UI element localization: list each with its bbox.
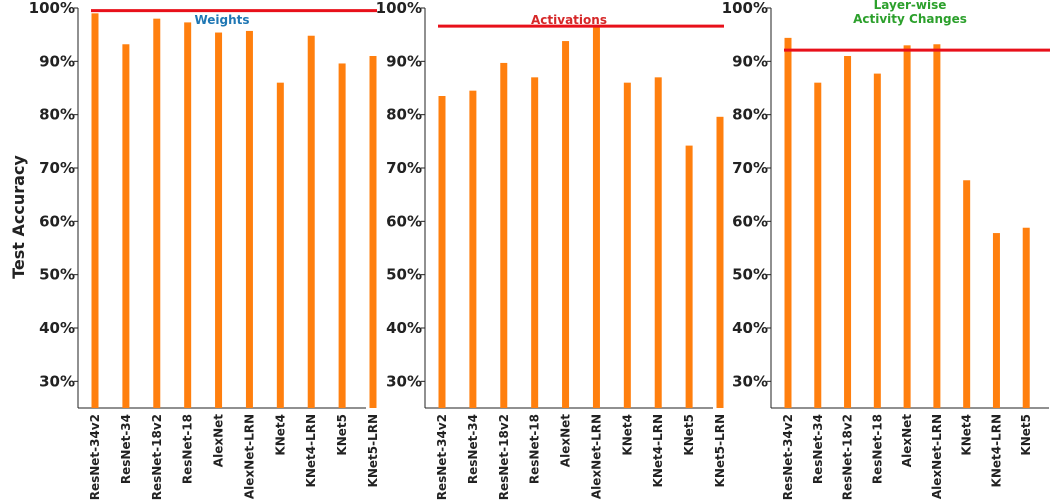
x-tick-label: KNet5 [682, 414, 696, 456]
bar-knet4 [276, 82, 284, 409]
bar-alexnet [562, 41, 570, 409]
x-tick-label: AlexNet-LRN [242, 414, 256, 499]
x-tick-label: KNet4-LRN [651, 414, 665, 487]
bar-knet4-lrn [654, 77, 662, 408]
bar-resnet-18v2 [844, 56, 852, 408]
bar-knet5-lrn [369, 56, 377, 408]
y-tick-label: 50% [39, 266, 75, 284]
chart-panel-1: 30% 40% 50% 60% 70% 80% 90% 100% ResNet-34v2 ResN… [29, 0, 380, 500]
x-tick-label: ResNet-34v2 [88, 414, 102, 500]
x-tick-label: KNet5-LRN [366, 414, 380, 487]
bar-knet4 [623, 82, 631, 409]
bar-resnet-34v2 [91, 13, 99, 408]
bar-resnet-18 [531, 77, 539, 408]
y-tick-label: 60% [386, 212, 422, 230]
y-tick-label: 80% [39, 106, 75, 124]
x-tick-label: ResNet-18 [528, 414, 542, 484]
y-tick-label: 30% [386, 372, 422, 390]
bar-resnet-18 [184, 22, 192, 409]
x-tick-label: KNet4-LRN [989, 414, 1003, 487]
y-tick-label: 90% [732, 52, 768, 70]
y-tick-label: 70% [732, 159, 768, 177]
x-tick-label: ResNet-34v2 [435, 414, 449, 500]
x-tick-label: AlexNet-LRN [589, 414, 603, 499]
x-tick-label: ResNet-34 [466, 414, 480, 484]
y-tick-label: 90% [39, 52, 75, 70]
y-tick-label: 100% [376, 0, 422, 17]
panels: 30% 40% 50% 60% 70% 80% 90% 100% ResNet-34v2 ResN… [29, 0, 1050, 500]
bar-alexnet-lrn [933, 44, 941, 409]
y-axis-title: Test Accuracy [9, 155, 28, 279]
bar-resnet-34 [122, 44, 130, 409]
y-tick-label: 30% [732, 372, 768, 390]
bar-resnet-18v2 [153, 18, 161, 409]
x-tick-label: ResNet-18v2 [841, 414, 855, 500]
bar-alexnet-lrn [592, 25, 600, 409]
chart-panel-3: 30% 40% 50% 60% 70% 80% 90% 100% ResNet-34v2 ResN… [722, 0, 1050, 500]
bar-alexnet [215, 32, 223, 409]
bar-knet4-lrn [307, 35, 315, 408]
x-tick-label: ResNet-34 [811, 414, 825, 484]
bar-knet5 [1022, 227, 1030, 408]
x-tick-label: ResNet-18 [181, 414, 195, 484]
x-tick-label: KNet4 [620, 414, 634, 456]
bar-resnet-34v2 [784, 37, 792, 408]
y-tick-label: 60% [39, 212, 75, 230]
bar-resnet-34 [469, 90, 477, 409]
bar-alexnet [903, 45, 911, 408]
x-tick-label: ResNet-18v2 [150, 414, 164, 500]
bar-knet5 [338, 63, 346, 408]
x-tick-label: KNet5 [1019, 414, 1033, 456]
chart-title: Activations [531, 13, 607, 27]
y-tick-label: 30% [39, 372, 75, 390]
x-tick-label: AlexNet [900, 414, 914, 467]
bar-resnet-18v2 [500, 62, 508, 408]
bar-resnet-34v2 [438, 96, 446, 408]
x-tick-label: KNet5-LRN [713, 414, 727, 487]
chart-title: Layer-wise Activity Changes [853, 0, 967, 26]
x-tick-label: AlexNet [212, 414, 226, 467]
x-tick-label: ResNet-18v2 [497, 414, 511, 500]
bar-alexnet-lrn [245, 30, 253, 409]
bar-knet5-lrn [716, 116, 724, 409]
bar-knet5 [685, 145, 693, 408]
x-tick-label: KNet4-LRN [304, 414, 318, 487]
y-tick-label: 100% [29, 0, 75, 17]
x-tick-label: ResNet-34v2 [781, 414, 795, 500]
y-tick-label: 90% [386, 52, 422, 70]
y-tick-label: 40% [39, 319, 75, 337]
y-tick-label: 70% [39, 159, 75, 177]
y-tick-label: 60% [732, 212, 768, 230]
bar-resnet-34 [814, 82, 822, 409]
y-tick-label: 80% [386, 106, 422, 124]
x-tick-label: KNet4 [273, 414, 287, 456]
y-tick-label: 40% [732, 319, 768, 337]
x-tick-label: KNet5 [335, 414, 349, 456]
y-tick-label: 70% [386, 159, 422, 177]
y-tick-label: 40% [386, 319, 422, 337]
bar-knet4-lrn [992, 233, 1000, 408]
x-tick-label: ResNet-18 [870, 414, 884, 484]
chart-title: Weights [194, 13, 249, 27]
bar-resnet-18 [873, 73, 881, 408]
y-tick-label: 50% [732, 266, 768, 284]
y-tick-label: 100% [722, 0, 768, 17]
x-tick-label: ResNet-34 [119, 414, 133, 484]
chart-panel-2: 30% 40% 50% 60% 70% 80% 90% 100% ResNet-34v2 ResN… [376, 0, 727, 500]
x-tick-label: AlexNet-LRN [930, 414, 944, 499]
y-tick-label: 50% [386, 266, 422, 284]
y-tick-label: 80% [732, 106, 768, 124]
bar-knet4 [963, 180, 971, 408]
x-tick-label: AlexNet [559, 414, 573, 467]
x-tick-label: KNet4 [960, 414, 974, 456]
